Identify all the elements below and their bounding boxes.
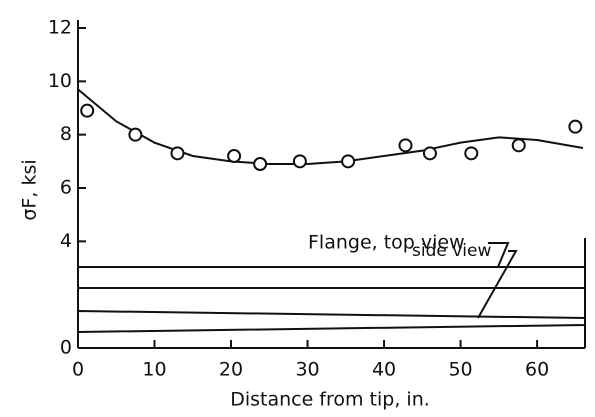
annotation: Flange, top view	[308, 232, 465, 254]
data-point	[568, 119, 583, 134]
y-tick-label: 10	[48, 70, 72, 92]
y-tick-label: 0	[60, 337, 72, 359]
data-point	[128, 127, 143, 142]
flange-top-view	[77, 266, 586, 289]
annotation: side view	[412, 241, 491, 261]
x-tick-label: 30	[295, 359, 319, 381]
data-point	[341, 154, 356, 169]
x-tick-label: 40	[372, 359, 396, 381]
leader-top	[488, 242, 510, 268]
data-point	[227, 149, 242, 163]
x-tick-label: 10	[142, 359, 166, 381]
x-tick-label: 50	[448, 359, 472, 381]
y-axis-label: σF, ksi	[19, 159, 41, 220]
data-point	[398, 138, 413, 153]
data-point	[464, 146, 479, 161]
flange-side-view	[77, 309, 586, 334]
x-axis-label: Distance from tip, in.	[230, 389, 430, 411]
x-tick-label: 0	[72, 359, 84, 381]
data-point	[422, 146, 437, 161]
data-point	[80, 103, 95, 118]
data-point	[170, 146, 185, 161]
leader-side	[477, 250, 518, 319]
fit-curve	[77, 88, 584, 165]
y-tick-label: 12	[48, 17, 72, 39]
y-tick-label: 8	[60, 123, 72, 145]
data-point	[292, 154, 307, 169]
x-tick-label: 20	[219, 359, 243, 381]
x-tick-label: 60	[525, 359, 549, 381]
y-tick-label: 4	[60, 230, 72, 252]
data-point	[511, 138, 526, 153]
y-tick-label: 6	[60, 177, 72, 199]
data-point	[253, 157, 268, 171]
